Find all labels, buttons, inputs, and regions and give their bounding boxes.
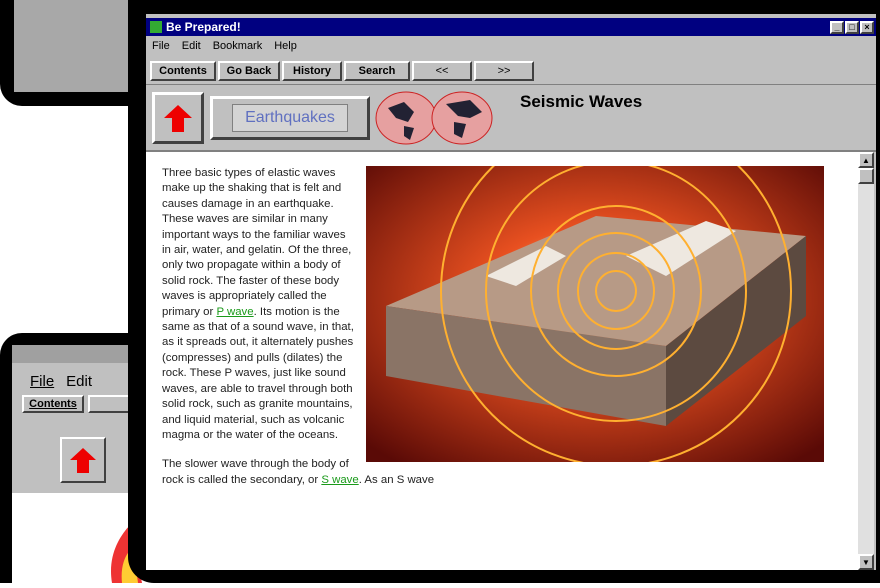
toolbar-button[interactable]: History <box>282 61 342 81</box>
maximize-button[interactable]: □ <box>845 21 859 34</box>
close-button[interactable]: × <box>860 21 874 34</box>
topic-button[interactable]: Earthquakes <box>210 96 370 140</box>
toolbar-button[interactable]: Contents <box>150 61 216 81</box>
toolbar-button[interactable]: << <box>412 61 472 81</box>
up-arrow <box>162 102 194 134</box>
window-controls: _ □ × <box>830 21 874 34</box>
illustration <box>366 166 824 462</box>
menu-item[interactable]: File <box>152 40 170 52</box>
menu-item[interactable]: Bookmark <box>213 40 263 52</box>
menu-item[interactable]: Edit <box>66 373 92 390</box>
text: . Its motion is the same as that of a so… <box>162 306 354 441</box>
toolbar: Contents Go Back History Search << >> <box>146 58 876 85</box>
up-button[interactable] <box>60 437 106 483</box>
up-button[interactable] <box>152 92 204 144</box>
toolbar-button[interactable]: Go Back <box>218 61 280 81</box>
title-bar: Be Prepared! _ □ × <box>146 18 876 36</box>
topic-title: Seismic Waves <box>520 92 642 112</box>
toolbar-button[interactable]: >> <box>474 61 534 81</box>
scroll-thumb[interactable] <box>858 168 874 184</box>
glossary-link[interactable]: P wave <box>216 306 253 318</box>
menu-item[interactable]: Help <box>274 40 297 52</box>
app-icon <box>150 21 162 33</box>
scroll-up[interactable]: ▲ <box>858 152 874 168</box>
menu-bar: File Edit <box>30 373 104 390</box>
glossary-link[interactable]: S wave <box>321 474 358 486</box>
topic-label: Earthquakes <box>232 104 348 132</box>
text: Three basic types of elastic waves make … <box>162 167 351 318</box>
menu-bar: File Edit Bookmark Help <box>152 40 309 52</box>
screen: File Edit Contents Be Prepared! _ □ × Fil… <box>0 0 880 583</box>
text: . As an S wave <box>359 474 434 486</box>
window-title: Be Prepared! <box>166 20 241 34</box>
header: Earthquakes Seismic Waves <box>146 86 876 152</box>
scrollbar[interactable]: ▲ ▼ <box>858 152 874 570</box>
menu-item[interactable]: Edit <box>182 40 201 52</box>
minimize-button[interactable]: _ <box>830 21 844 34</box>
toolbar-button[interactable]: Contents <box>22 395 84 413</box>
menu-item[interactable]: File <box>30 373 54 390</box>
toolbar-button[interactable]: Search <box>344 61 410 81</box>
up-arrow <box>69 446 97 474</box>
world-map <box>374 88 494 148</box>
article: Three basic types of elastic waves make … <box>146 152 858 488</box>
content: Three basic types of elastic waves make … <box>146 152 858 570</box>
scroll-down[interactable]: ▼ <box>858 554 874 570</box>
